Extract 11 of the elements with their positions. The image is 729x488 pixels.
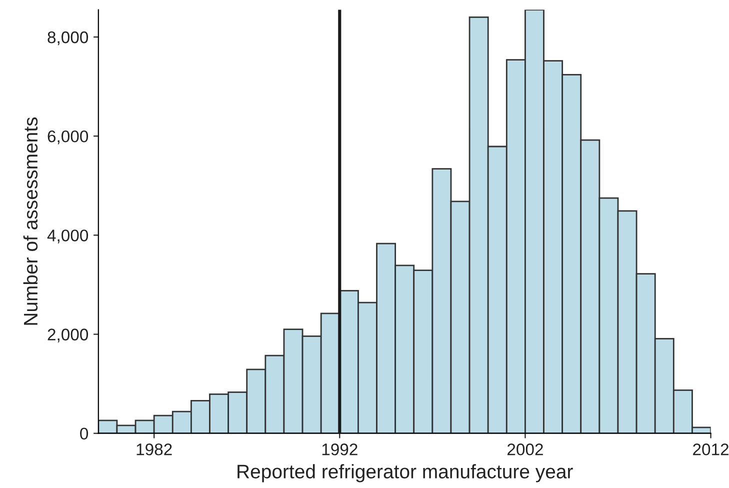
y-tick-label: 0 (80, 428, 88, 440)
y-axis-title: Number of assessments (23, 117, 38, 325)
y-tick-label: 2,000 (48, 328, 88, 342)
y-tick-label: 8,000 (48, 31, 88, 46)
y-tick-label: 6,000 (48, 130, 88, 144)
x-tick-label: 2012 (693, 444, 728, 456)
y-tick-label: 4,000 (47, 230, 88, 244)
x-tick-label: 1982 (136, 444, 172, 456)
x-axis-title: Reported refrigerator manufacture year (238, 464, 573, 482)
x-tick-label: 2002 (508, 444, 543, 456)
x-tick-label: 1992 (322, 444, 358, 456)
